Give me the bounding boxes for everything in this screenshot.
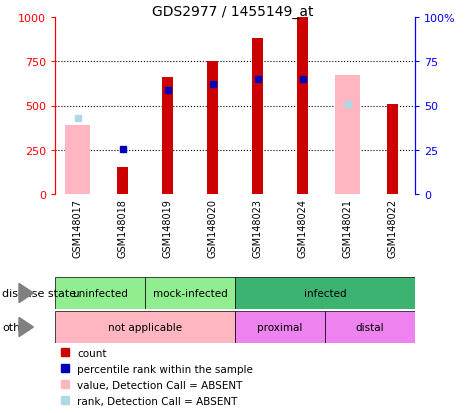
Text: GSM148018: GSM148018 <box>118 199 127 257</box>
Text: GSM148022: GSM148022 <box>387 199 398 257</box>
Bar <box>325 311 415 343</box>
Bar <box>55 311 235 343</box>
Text: GDS2977 / 1455149_at: GDS2977 / 1455149_at <box>152 5 313 19</box>
Bar <box>162 78 173 195</box>
Text: uninfected: uninfected <box>72 288 128 298</box>
Bar <box>335 76 360 195</box>
Text: not applicable: not applicable <box>108 322 182 332</box>
Bar <box>65 126 90 195</box>
Text: disease state: disease state <box>2 288 76 298</box>
Bar <box>387 104 398 195</box>
Text: infected: infected <box>304 288 346 298</box>
Text: percentile rank within the sample: percentile rank within the sample <box>77 364 253 374</box>
Polygon shape <box>19 284 33 303</box>
Text: GSM148023: GSM148023 <box>252 199 263 257</box>
Text: mock-infected: mock-infected <box>153 288 227 298</box>
Bar <box>55 277 145 309</box>
Text: rank, Detection Call = ABSENT: rank, Detection Call = ABSENT <box>77 396 237 406</box>
Text: GSM148017: GSM148017 <box>73 199 82 257</box>
Text: count: count <box>77 348 106 358</box>
Bar <box>117 168 128 195</box>
Bar <box>252 39 263 195</box>
Text: GSM148020: GSM148020 <box>207 199 218 257</box>
Bar <box>207 62 218 195</box>
Bar <box>235 311 325 343</box>
Text: GSM148024: GSM148024 <box>298 199 307 257</box>
Bar <box>235 277 415 309</box>
Text: other: other <box>2 322 32 332</box>
Text: proximal: proximal <box>257 322 303 332</box>
Bar <box>297 18 308 195</box>
Bar <box>145 277 235 309</box>
Text: value, Detection Call = ABSENT: value, Detection Call = ABSENT <box>77 380 242 390</box>
Polygon shape <box>19 318 33 337</box>
Text: distal: distal <box>356 322 384 332</box>
Text: GSM148021: GSM148021 <box>343 199 352 257</box>
Text: GSM148019: GSM148019 <box>162 199 173 257</box>
